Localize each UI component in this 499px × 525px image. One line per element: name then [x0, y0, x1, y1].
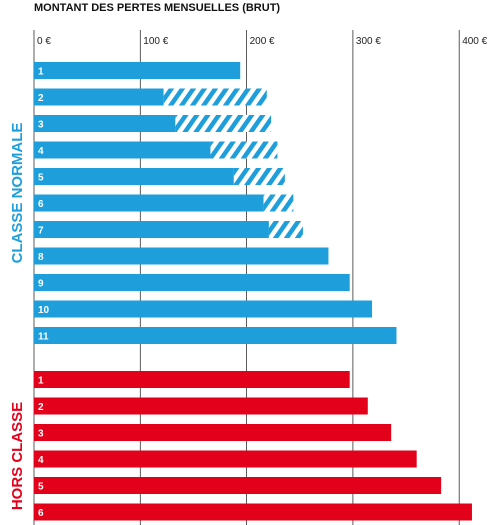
bar-label: 9 [38, 279, 44, 290]
bar [34, 221, 269, 238]
bar [34, 88, 164, 106]
bar-label: 3 [38, 120, 44, 131]
bar-label: 4 [38, 146, 44, 157]
x-tick-label: 200 € [250, 36, 275, 47]
bar-hatched-extension [163, 88, 267, 106]
bar-label: 6 [38, 199, 44, 210]
bar [34, 477, 442, 494]
bar [34, 141, 211, 159]
bar-label: 1 [38, 67, 44, 78]
bar [34, 247, 329, 265]
bar [34, 327, 397, 344]
bar [34, 274, 350, 291]
bar [34, 194, 264, 212]
x-tick-label: 0 € [37, 36, 51, 47]
bar-hatched-extension [233, 168, 285, 185]
bar-label: 1 [38, 376, 44, 387]
group-label: HORS CLASSE [9, 402, 26, 510]
bar-label: 5 [38, 482, 44, 493]
bar-hatched-extension [175, 115, 272, 132]
x-axis-ticks: 0 € 100 € 200 € 300 € 400 € [37, 36, 488, 47]
bar [34, 62, 241, 79]
bar [34, 450, 417, 468]
bar [34, 503, 472, 521]
bar-label: 8 [38, 252, 44, 263]
bar-hatched-extension [210, 141, 278, 159]
bar-label: 5 [38, 173, 44, 184]
bar [34, 397, 368, 415]
group-labels: CLASSE NORMALE HORS CLASSE [9, 123, 26, 511]
x-tick-label: 400 € [462, 36, 487, 47]
bar-label: 10 [38, 305, 50, 316]
bar-hatched-extension [268, 221, 303, 238]
x-tick-label: 300 € [356, 36, 381, 47]
bar-label: 6 [38, 508, 44, 519]
bar-hatched-extension [263, 194, 294, 212]
bar-label: 2 [38, 402, 44, 413]
bar [34, 424, 392, 441]
bar [34, 168, 234, 185]
bar [34, 300, 373, 318]
bar-label: 2 [38, 93, 44, 104]
bar-label: 11 [38, 332, 49, 343]
bar [34, 371, 350, 388]
bar [34, 115, 176, 132]
bar-label: 3 [38, 429, 44, 440]
chart-title: MONTANT DES PERTES MENSUELLES (BRUT) [34, 2, 280, 14]
bar-label: 7 [38, 226, 44, 237]
bar-label: 4 [38, 455, 44, 466]
x-tick-label: 100 € [143, 36, 168, 47]
group-label: CLASSE NORMALE [9, 123, 26, 264]
